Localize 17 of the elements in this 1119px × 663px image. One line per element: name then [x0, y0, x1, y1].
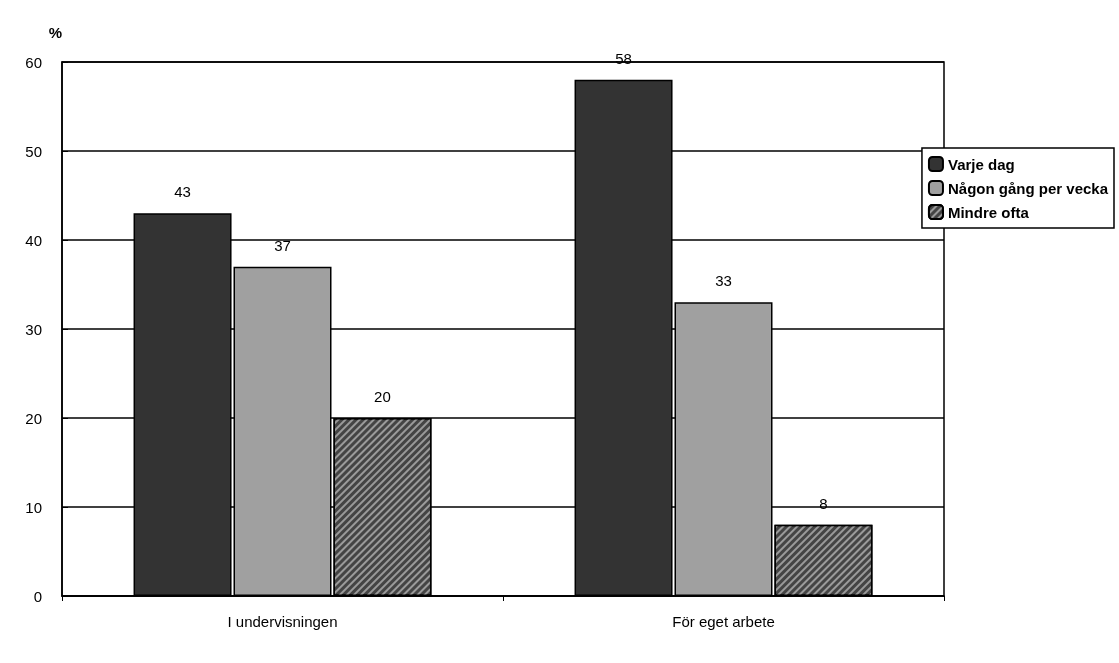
y-tick-label: 40 — [25, 231, 42, 249]
y-tick-label: 60 — [25, 53, 42, 71]
legend-label: Varje dag — [947, 155, 1015, 173]
y-tick-label: 10 — [25, 498, 42, 516]
y-tick-label: 0 — [33, 587, 42, 605]
data-label: 33 — [715, 272, 732, 290]
y-axis-title: % — [48, 24, 62, 41]
legend-label: Mindre ofta — [947, 203, 1030, 221]
y-tick-label: 20 — [25, 409, 42, 427]
data-label: 43 — [174, 183, 191, 201]
legend-label: Någon gång per vecka — [947, 179, 1109, 197]
data-label: 20 — [374, 388, 391, 405]
y-tick-label: 50 — [25, 142, 42, 160]
x-tick-label: För eget arbete — [672, 613, 775, 630]
data-label: 37 — [274, 236, 291, 254]
x-tick-label: I undervisningen — [227, 613, 338, 630]
y-tick-label: 30 — [25, 320, 42, 338]
